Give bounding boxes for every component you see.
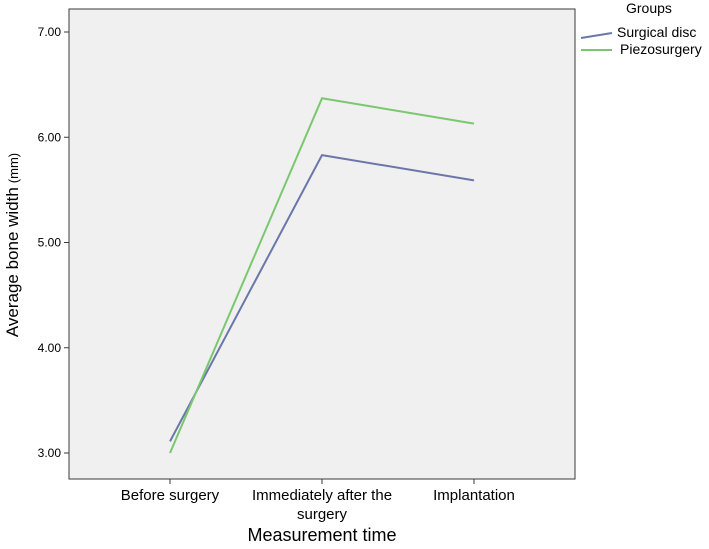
plot-area xyxy=(68,8,576,480)
x-tick-label: Immediately after the surgery xyxy=(252,487,392,523)
y-tick-label: 7.00 xyxy=(38,25,62,39)
legend-swatch xyxy=(580,32,613,39)
y-axis-title-unit: (mm) xyxy=(6,153,21,183)
x-axis-ticks: Before surgery Immediately after the surge… xyxy=(121,479,515,523)
y-tick-label: 5.00 xyxy=(38,236,62,250)
legend-label: Surgical disc xyxy=(617,24,696,40)
x-tick-label: Implantation xyxy=(433,487,515,504)
y-axis-ticks: 3.00 4.00 5.00 6.00 7.00 xyxy=(38,25,69,460)
series-line-surgical-disc xyxy=(169,153,475,442)
legend-label: Piezosurgery xyxy=(620,41,702,57)
x-tick-label: Before surgery xyxy=(121,487,220,504)
y-axis-title-text: Average bone width xyxy=(3,187,22,337)
y-tick-label: 6.00 xyxy=(38,130,62,144)
y-tick-label: 3.00 xyxy=(38,446,62,460)
y-tick-label: 4.00 xyxy=(38,341,62,355)
y-axis-title: Average bone width (mm) xyxy=(3,153,22,337)
series-lines xyxy=(169,97,475,454)
legend-title: Groups xyxy=(626,0,672,16)
x-axis-title: Measurement time xyxy=(247,525,396,545)
